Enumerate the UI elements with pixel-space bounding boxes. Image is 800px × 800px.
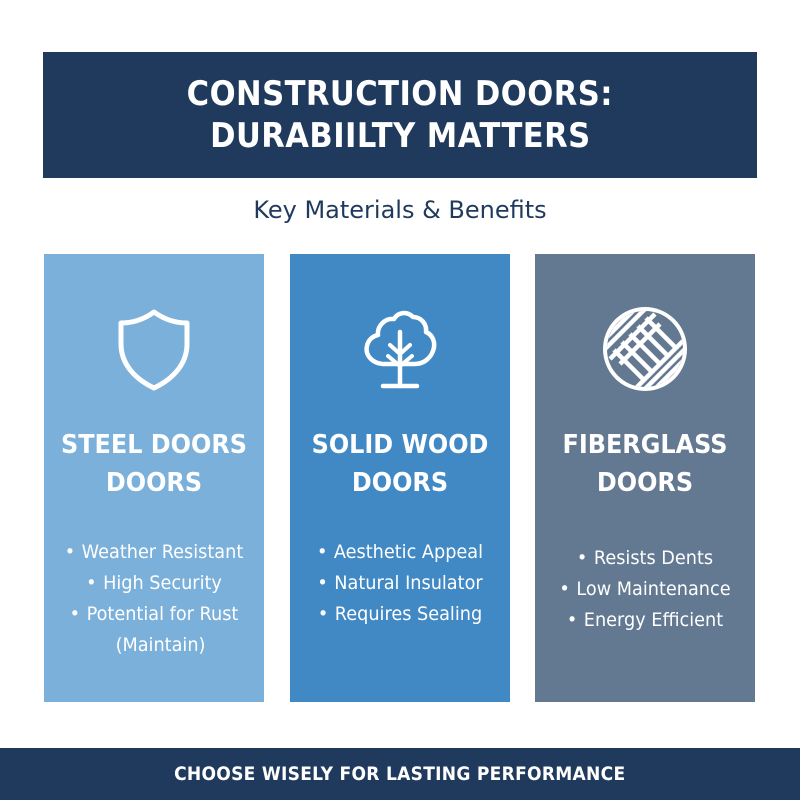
list-item: • Resists Dents xyxy=(576,547,714,569)
tree-icon xyxy=(290,304,510,394)
list-item-continuation: (Maintain) xyxy=(115,634,206,656)
list-item: • Aesthetic Appeal xyxy=(316,541,484,563)
list-item: • Natural Insulator xyxy=(317,572,483,594)
card-fiberglass-doors: FIBERGLASS DOORS • Resists Dents • Low Mai… xyxy=(535,254,755,702)
title-line-2: DURABIILTY MATTERS xyxy=(209,116,591,156)
card-title: STEEL DOORS DOORS xyxy=(53,426,255,502)
card-title: SOLID WOOD DOORS xyxy=(299,426,501,502)
card-title: FIBERGLASS DOORS xyxy=(544,426,746,502)
benefit-list: • Weather Resistant • High Security • Poten… xyxy=(44,537,264,661)
card-title-line-1: FIBERGLASS xyxy=(562,430,728,460)
list-item: • Weather Resistant xyxy=(64,541,244,563)
benefit-list: • Resists Dents • Low Maintenance • Energy … xyxy=(535,543,755,636)
woven-texture-icon xyxy=(535,304,755,394)
list-item: • High Security xyxy=(86,572,222,594)
title-line-1: CONSTRUCTION DOORS: xyxy=(186,74,614,114)
list-item: • Low Maintenance xyxy=(559,578,731,600)
footer-text: CHOOSE WISELY FOR LASTING PERFORMANCE xyxy=(174,763,626,785)
list-item: • Potential for Rust xyxy=(69,603,239,625)
footer-banner: CHOOSE WISELY FOR LASTING PERFORMANCE xyxy=(0,748,800,800)
title-banner: CONSTRUCTION DOORS: DURABIILTY MATTERS xyxy=(43,52,757,178)
card-title-line-1: STEEL DOORS xyxy=(61,430,247,460)
subtitle: Key Materials & Benefits xyxy=(253,196,547,224)
card-title-line-2: DOORS xyxy=(596,468,694,498)
list-item: • Requires Sealing xyxy=(317,603,483,625)
card-title-line-2: DOORS xyxy=(105,468,203,498)
list-item: • Energy Efficient xyxy=(566,609,724,631)
card-steel-doors: STEEL DOORS DOORS • Weather Resistant • Hi… xyxy=(44,254,264,702)
card-title-line-1: SOLID WOOD xyxy=(311,430,489,460)
card-solid-wood-doors: SOLID WOOD DOORS • Aesthetic Appeal • Natu… xyxy=(290,254,510,702)
benefit-list: • Aesthetic Appeal • Natural Insulator • Re… xyxy=(290,537,510,630)
shield-icon xyxy=(44,304,264,394)
card-title-line-2: DOORS xyxy=(351,468,449,498)
